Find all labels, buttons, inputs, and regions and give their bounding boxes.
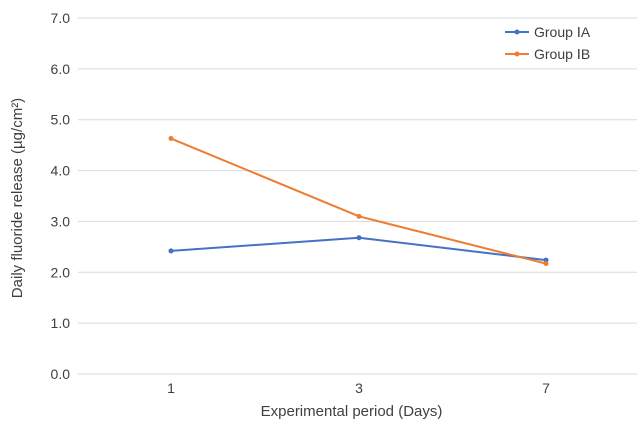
y-tick-label: 1.0 [51, 315, 71, 331]
x-tick-label: 3 [355, 380, 363, 396]
y-tick-label: 5.0 [51, 112, 71, 128]
x-axis-ticks: 1 3 7 [167, 380, 550, 396]
series-line-2 [170, 137, 547, 265]
legend-marker [514, 29, 520, 35]
x-tick-label: 1 [167, 380, 175, 396]
data-point [168, 136, 174, 142]
y-tick-label: 7.0 [51, 10, 71, 26]
y-tick-label: 6.0 [51, 61, 71, 77]
legend-label: Group ⅠA [534, 24, 591, 40]
legend-label: Group ⅠB [534, 46, 590, 62]
series-lines [168, 136, 549, 267]
gridlines [78, 17, 637, 375]
y-tick-label: 0.0 [51, 366, 71, 382]
data-point [356, 235, 362, 241]
legend: Group ⅠA Group ⅠB [505, 24, 591, 62]
y-tick-label: 2.0 [51, 264, 71, 280]
data-point [543, 261, 549, 267]
data-point [168, 248, 174, 254]
x-axis-title: Experimental period (Days) [261, 403, 443, 420]
y-axis-ticks: 0.0 1.0 2.0 3.0 4.0 5.0 6.0 7.0 [51, 10, 71, 382]
legend-marker [514, 51, 520, 57]
data-point [356, 213, 362, 219]
y-tick-label: 3.0 [51, 213, 71, 229]
y-axis-title: Daily fluoride release (µg/cm²) [9, 98, 26, 298]
y-tick-label: 4.0 [51, 163, 71, 179]
data-point [543, 257, 549, 263]
x-tick-label: 7 [542, 380, 550, 396]
